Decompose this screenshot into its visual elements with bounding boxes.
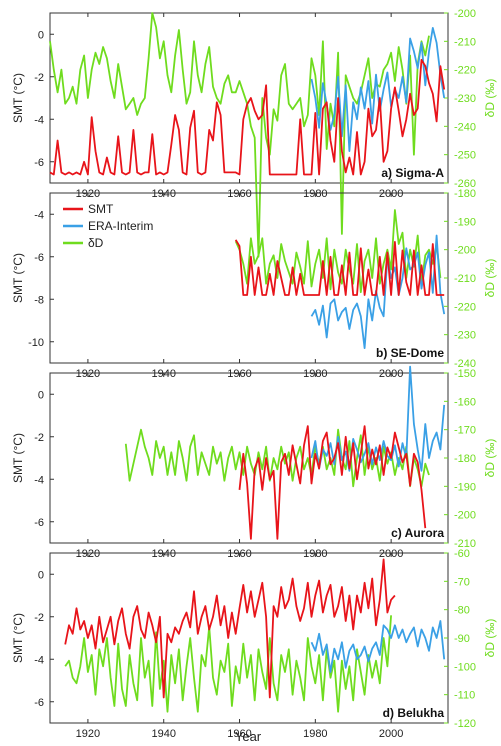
y-left-tick-label: -6	[34, 157, 44, 169]
series-line-dd	[234, 209, 442, 294]
y-right-tick-label: -150	[454, 368, 476, 380]
y-left-axis-title: SMT (°C)	[11, 253, 25, 303]
series-line-smt	[64, 558, 396, 699]
series-line-era-interim	[310, 620, 446, 673]
y-left-tick-label: -4	[34, 209, 44, 221]
y-right-tick-label: -180	[454, 453, 476, 465]
y-left-tick-label: -4	[34, 114, 44, 126]
y-right-tick-label: -80	[454, 605, 470, 617]
y-right-tick-label: -250	[454, 150, 476, 162]
y-right-tick-label: -190	[454, 216, 476, 228]
y-left-tick-label: 0	[38, 569, 44, 581]
y-right-tick-label: -220	[454, 301, 476, 313]
y-right-tick-label: -240	[454, 358, 476, 370]
y-left-tick-label: -6	[34, 517, 44, 529]
series-line-smt	[49, 58, 446, 176]
y-left-tick-label: -8	[34, 294, 44, 306]
y-right-tick-label: -70	[454, 576, 470, 588]
x-tick-label: 1980	[303, 728, 327, 740]
y-right-axis-title: δD (‰)	[483, 79, 497, 118]
y-right-tick-label: -260	[454, 178, 476, 190]
y-right-tick-label: -200	[454, 245, 476, 257]
y-right-axis-title: δD (‰)	[483, 439, 497, 478]
legend-label-smt: SMT	[88, 202, 114, 216]
y-left-tick-label: -2	[34, 432, 44, 444]
y-left-tick-label: -6	[34, 252, 44, 264]
y-right-tick-label: -90	[454, 633, 470, 645]
legend-label-era: ERA-Interim	[88, 219, 153, 233]
series-line-smt	[238, 425, 427, 540]
y-right-tick-label: -230	[454, 330, 476, 342]
panel-label: b) SE-Dome	[376, 346, 444, 360]
y-left-tick-label: 0	[38, 389, 44, 401]
y-left-axis-title: SMT (°C)	[11, 73, 25, 123]
y-right-tick-label: -210	[454, 538, 476, 550]
panel-a-sigma-a: 1920 1940 1960 1980 20000-2-4-6-200-210-220-…	[11, 8, 497, 258]
series-line-dd	[124, 428, 430, 488]
y-left-axis-title: SMT (°C)	[11, 613, 25, 663]
y-right-axis-title: δD (‰)	[483, 619, 497, 658]
y-left-tick-label: -2	[34, 72, 44, 84]
legend: SMT ERA-Interim δD	[63, 202, 153, 250]
x-tick-label: 2000	[379, 728, 403, 740]
y-right-tick-label: -100	[454, 661, 476, 673]
y-right-tick-label: -210	[454, 273, 476, 285]
y-right-tick-label: -200	[454, 8, 476, 20]
y-right-tick-label: -170	[454, 425, 476, 437]
y-left-tick-label: -4	[34, 474, 44, 486]
y-left-tick-label: -6	[34, 697, 44, 709]
panel-label: c) Aurora	[391, 526, 444, 540]
x-tick-label: 1940	[151, 728, 175, 740]
y-right-tick-label: -210	[454, 36, 476, 48]
panel-c-aurora: 1920 1940 1960 1980 20000-2-4-6-150-160-170-…	[11, 365, 497, 560]
y-left-tick-label: -4	[34, 654, 44, 666]
panel-label: d) Belukha	[383, 706, 445, 720]
panel-b-se-dome: 1920 1940 1960 1980 2000-4-6-8-10-180-190-20…	[11, 188, 497, 380]
y-right-tick-label: -120	[454, 718, 476, 730]
series-line-era-interim	[310, 234, 446, 350]
legend-label-dd: δD	[88, 236, 104, 250]
y-left-tick-label: -10	[28, 337, 44, 349]
panel-label: a) Sigma-A	[381, 166, 444, 180]
series-line-era-interim	[310, 26, 446, 153]
y-right-tick-label: -220	[454, 65, 476, 77]
y-left-axis-title: SMT (°C)	[11, 433, 25, 483]
series-line-dd	[64, 615, 392, 713]
y-right-tick-label: -240	[454, 121, 476, 133]
y-right-tick-label: -200	[454, 510, 476, 522]
y-right-tick-label: -110	[454, 690, 475, 702]
series-line-dd	[49, 12, 430, 258]
x-axis-title: Year	[235, 729, 262, 744]
y-right-tick-label: -60	[454, 548, 470, 560]
plot-frame	[49, 552, 449, 724]
panel-d-belukha: 1920 1940 1960 1980 2000 0 -2 -4 -6 -60 -70 -80 -90 -…	[11, 548, 497, 740]
y-left-tick-label: 0	[38, 29, 44, 41]
y-right-tick-label: -230	[454, 93, 476, 105]
y-right-tick-label: -160	[454, 396, 476, 408]
y-right-tick-label: -180	[454, 188, 476, 200]
series-line-smt	[234, 239, 445, 296]
x-tick-label: 1960	[227, 728, 251, 740]
y-right-tick-label: -190	[454, 481, 476, 493]
panels-group: 1920 1940 1960 1980 20000-2-4-6-200-210-220-…	[11, 8, 497, 740]
x-tick-label: 1920	[76, 728, 100, 740]
y-right-axis-title: δD (‰)	[483, 259, 497, 298]
plot-frame	[49, 12, 449, 184]
y-left-tick-label: -2	[34, 612, 44, 624]
